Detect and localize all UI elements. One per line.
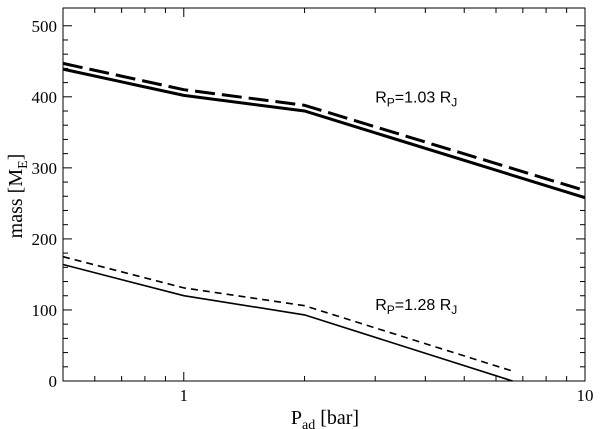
plot-area [62, 61, 586, 382]
y-axis-label: mass [ME] [5, 154, 31, 239]
series-solid-thin-line [62, 263, 513, 382]
y-tick-label: 200 [32, 230, 58, 249]
x-tick-label: 1 [180, 386, 189, 405]
annotation-upper: RP=1.03 RJ [375, 90, 457, 110]
annotation-lower: RP=1.28 RJ [375, 297, 457, 317]
series-solid-thick-line [62, 67, 586, 200]
axes: 0 100 200 300 400 500 1 10 [32, 7, 594, 405]
y-tick-label: 500 [32, 17, 58, 36]
x-tick-label: 10 [577, 386, 594, 405]
series-dashed-thin-line [62, 255, 513, 372]
y-tick-label: 0 [49, 372, 58, 391]
series-dashed-thick-line [62, 61, 586, 193]
y-tick-label: 300 [32, 159, 58, 178]
x-axis-label: Pad [bar] [291, 407, 359, 429]
y-tick-label: 100 [32, 301, 58, 320]
plot-frame [62, 7, 586, 382]
y-tick-label: 400 [32, 88, 58, 107]
